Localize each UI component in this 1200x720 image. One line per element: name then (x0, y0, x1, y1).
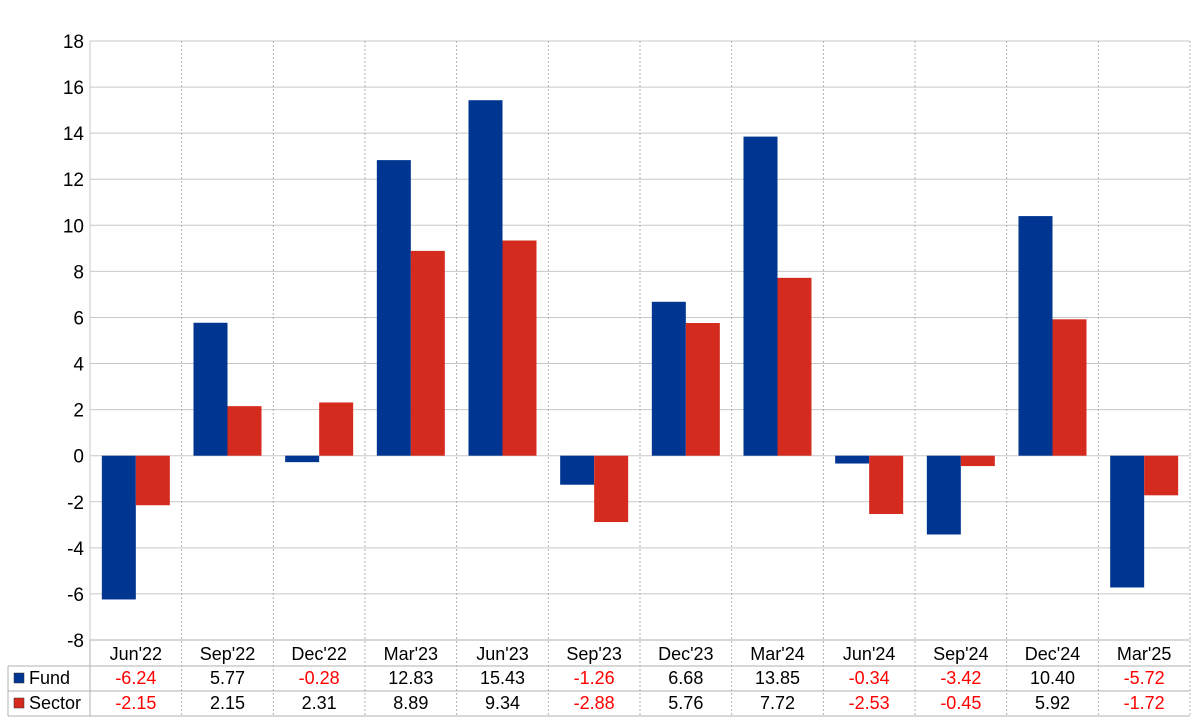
data-label-sector: -1.72 (1124, 693, 1165, 713)
bar-fund-0 (101, 455, 136, 600)
x-tick-label: Dec'23 (658, 644, 713, 664)
y-tick-label: 14 (63, 124, 85, 145)
bar-fund-3 (376, 160, 411, 456)
bar-sector-10 (1052, 319, 1087, 456)
y-tick-label: 6 (73, 308, 84, 329)
data-label-sector: -2.15 (115, 693, 156, 713)
data-label-sector: -2.88 (574, 693, 615, 713)
data-label-fund: -6.24 (115, 668, 156, 688)
data-label-sector: 2.31 (302, 693, 337, 713)
y-tick-label: -2 (67, 493, 84, 514)
y-tick-label: 4 (73, 355, 84, 376)
data-label-fund: -5.72 (1124, 668, 1165, 688)
x-tick-label: Mar'24 (750, 644, 804, 664)
bars (101, 100, 1179, 600)
data-label-sector: 9.34 (485, 693, 520, 713)
bar-sector-7 (777, 277, 812, 456)
legend-swatch-fund (13, 672, 25, 684)
y-tick-label: -4 (67, 539, 84, 560)
y-tick-labels: 18 16 14 12 10 8 6 4 2 0 -2 -4 -6 -8 (63, 32, 85, 652)
x-tick-label: Jun'23 (476, 644, 528, 664)
bar-sector-8 (869, 455, 904, 514)
legend-swatch-sector (13, 697, 25, 709)
legend-label-sector: Sector (29, 693, 81, 713)
data-label-fund: 10.40 (1030, 668, 1075, 688)
bar-fund-8 (835, 455, 870, 464)
bar-fund-11 (1110, 455, 1145, 588)
y-tick-label: 2 (73, 401, 84, 422)
x-tick-label: Sep'24 (933, 644, 989, 664)
bar-sector-0 (135, 455, 170, 506)
data-label-fund: -3.42 (940, 668, 981, 688)
data-label-fund: 5.77 (210, 668, 245, 688)
bar-fund-4 (468, 100, 503, 456)
data-label-fund: 12.83 (388, 668, 433, 688)
x-tick-label: Jun'24 (843, 644, 895, 664)
bar-fund-2 (285, 455, 320, 463)
x-tick-label: Mar'23 (384, 644, 438, 664)
bar-sector-4 (502, 240, 537, 456)
x-tick-label: Dec'22 (291, 644, 346, 664)
data-label-sector: 5.76 (668, 693, 703, 713)
y-tick-label: -8 (67, 631, 84, 652)
data-label-fund: 15.43 (480, 668, 525, 688)
bar-fund-6 (651, 301, 686, 456)
x-tick-label: Sep'23 (566, 644, 622, 664)
data-label-sector: 7.72 (760, 693, 795, 713)
y-tick-label: 0 (73, 447, 84, 468)
y-tick-label: 12 (63, 170, 84, 191)
data-label-fund: -1.26 (574, 668, 615, 688)
bar-fund-9 (926, 455, 961, 535)
bar-fund-1 (193, 322, 228, 456)
y-tick-label: -6 (67, 585, 84, 606)
bar-fund-7 (743, 136, 778, 456)
y-tick-label: 8 (73, 262, 84, 283)
bar-sector-3 (410, 250, 445, 456)
data-table: Fund -6.24 5.77 -0.28 12.83 15.43 -1.26 6.68 13.… (7, 639, 1190, 717)
data-label-sector: 5.92 (1035, 693, 1070, 713)
y-tick-label: 16 (63, 78, 84, 99)
x-tick-label: Mar'25 (1117, 644, 1171, 664)
x-tick-label: Sep'22 (200, 644, 256, 664)
data-label-sector: -0.45 (940, 693, 981, 713)
bar-sector-11 (1144, 455, 1179, 496)
data-label-fund: 6.68 (668, 668, 703, 688)
data-label-sector: 2.15 (210, 693, 245, 713)
x-tick-label: Jun'22 (110, 644, 162, 664)
data-label-fund: -0.34 (849, 668, 890, 688)
bar-fund-5 (560, 455, 595, 485)
data-label-fund: 13.85 (755, 668, 800, 688)
data-label-sector: 8.89 (393, 693, 428, 713)
data-label-sector: -2.53 (849, 693, 890, 713)
bar-fund-10 (1018, 216, 1053, 456)
bar-sector-5 (594, 455, 629, 523)
data-label-fund: -0.28 (299, 668, 340, 688)
bar-sector-6 (685, 322, 720, 456)
x-tick-label: Dec'24 (1025, 644, 1080, 664)
legend-label-fund: Fund (29, 668, 70, 688)
bar-sector-1 (227, 406, 262, 456)
y-tick-label: 10 (63, 216, 84, 237)
y-tick-label: 18 (63, 32, 84, 53)
bar-sector-9 (960, 455, 995, 467)
bar-sector-2 (319, 402, 354, 456)
x-tick-labels: Jun'22 Sep'22 Dec'22 Mar'23 Jun'23 Sep'23 Dec'… (110, 644, 1172, 664)
